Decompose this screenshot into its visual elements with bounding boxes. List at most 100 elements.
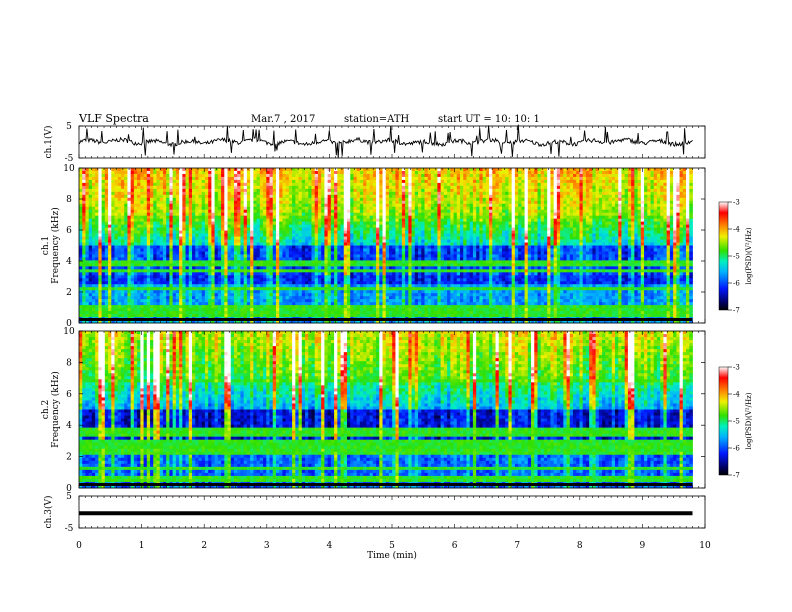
spectrogram-cell bbox=[566, 176, 571, 181]
spectrogram-cell bbox=[114, 224, 119, 229]
spectrogram-cell bbox=[556, 230, 561, 234]
spectrogram-cell bbox=[640, 188, 645, 193]
spectrogram-cell bbox=[305, 239, 309, 243]
spectrogram-cell bbox=[143, 170, 148, 175]
spectrogram-cell bbox=[133, 230, 138, 234]
spectrogram-cell bbox=[476, 206, 480, 211]
spectrogram-cell bbox=[85, 194, 90, 199]
spectrogram-cell bbox=[292, 182, 296, 187]
spectrogram-cell bbox=[456, 221, 461, 226]
spectrogram-cell bbox=[466, 182, 471, 187]
spectrogram-cell bbox=[256, 182, 261, 187]
spectrogram-cell bbox=[482, 221, 487, 226]
spectrogram-cell bbox=[217, 212, 222, 217]
spectrogram-cell bbox=[185, 197, 190, 202]
spectrogram-cell bbox=[150, 191, 154, 196]
spectrogram-cell bbox=[275, 191, 280, 196]
spectrogram-cell bbox=[492, 230, 496, 234]
spectrogram-cell bbox=[343, 194, 348, 199]
spectrogram-cell bbox=[489, 215, 493, 220]
spectrogram-cell bbox=[292, 173, 296, 178]
spectrogram-cell bbox=[272, 224, 277, 229]
spectrogram-cell bbox=[188, 212, 193, 217]
spectrogram-cell bbox=[501, 170, 506, 175]
spectrogram-cell bbox=[150, 179, 154, 184]
spectrogram-cell bbox=[195, 191, 199, 196]
spectrogram-cell bbox=[430, 230, 435, 234]
spectrogram-cell bbox=[514, 212, 519, 217]
spectrogram-cell bbox=[689, 173, 693, 178]
spectrogram-cell bbox=[579, 221, 584, 226]
spectrogram-cell bbox=[424, 188, 429, 193]
spectrogram-cell bbox=[592, 233, 597, 237]
spectrogram-cell bbox=[418, 209, 422, 214]
spectrogram-cell bbox=[582, 218, 587, 223]
spectrogram-cell bbox=[317, 173, 322, 178]
spectrogram-cell bbox=[501, 179, 506, 184]
spectrogram-cell bbox=[595, 200, 600, 205]
spectrogram-cell bbox=[440, 203, 445, 208]
spectrogram-cell bbox=[653, 200, 658, 205]
spectrogram-cell bbox=[363, 182, 367, 187]
spectrogram-cell bbox=[130, 197, 135, 202]
spectrogram-cell bbox=[301, 200, 306, 205]
spectrogram-cell bbox=[114, 203, 119, 208]
spectrogram-cell bbox=[430, 194, 435, 199]
spectrogram-cell bbox=[208, 227, 212, 231]
spectrogram-cell bbox=[563, 179, 567, 184]
spectrogram-cell bbox=[495, 239, 500, 243]
spectrogram-cell bbox=[327, 236, 332, 240]
spectrogram-cell bbox=[663, 212, 668, 217]
spectrogram-cell bbox=[456, 168, 461, 172]
spectrogram-cell bbox=[411, 168, 416, 172]
spectrogram-cell bbox=[624, 239, 629, 243]
spectrogram-cell bbox=[79, 224, 83, 229]
spectrogram-cell bbox=[537, 191, 542, 196]
spectrogram-cell bbox=[540, 194, 545, 199]
spectrogram-cell bbox=[492, 221, 496, 226]
spectrogram-cell bbox=[608, 170, 613, 175]
spectrogram-cell bbox=[573, 176, 577, 181]
spectrogram-cell bbox=[156, 239, 161, 243]
spectrogram-cell bbox=[321, 224, 325, 229]
spectrogram-cell bbox=[527, 221, 532, 226]
spectrogram-cell bbox=[537, 200, 542, 205]
spectrogram-cell bbox=[408, 236, 412, 240]
spectrogram-cell bbox=[85, 224, 90, 229]
spectrogram-cell bbox=[211, 168, 216, 172]
spectrogram-cell bbox=[301, 191, 306, 196]
spectrogram-cell bbox=[317, 203, 322, 208]
spectrogram-cell bbox=[469, 236, 474, 240]
spectrogram-cell bbox=[272, 191, 277, 196]
spectrogram-cell bbox=[188, 221, 193, 226]
spectrogram-cell bbox=[240, 176, 245, 181]
spectrogram-cell bbox=[608, 200, 613, 205]
spectrogram-cell bbox=[437, 200, 442, 205]
spectrogram-cell bbox=[472, 224, 477, 229]
spectrogram-cell bbox=[653, 194, 658, 199]
spectrogram-cell bbox=[443, 191, 448, 196]
spectrogram-cell bbox=[175, 224, 180, 229]
spectrogram-cell bbox=[434, 215, 438, 220]
spectrogram-cell bbox=[460, 182, 464, 187]
spectrogram-cell bbox=[324, 200, 329, 205]
spectrogram-cell bbox=[492, 212, 496, 217]
spectrogram-cell bbox=[217, 170, 222, 175]
spectrogram-cell bbox=[663, 182, 668, 187]
spectrogram-cell bbox=[550, 179, 555, 184]
spectrogram-cell bbox=[498, 185, 503, 190]
spectrogram-cell bbox=[91, 221, 96, 226]
spectrogram-cell bbox=[250, 206, 254, 211]
spectrogram-cell bbox=[311, 218, 316, 223]
spectrogram-cell bbox=[673, 191, 677, 196]
spectrogram-cell bbox=[343, 221, 348, 226]
spectrogram-cell bbox=[343, 227, 348, 231]
spectrogram-cell bbox=[204, 203, 209, 208]
spectrogram-cell bbox=[340, 227, 345, 231]
spectrogram-cell bbox=[288, 233, 293, 237]
spectrogram-cell bbox=[330, 197, 335, 202]
spectrogram-cell bbox=[414, 194, 419, 199]
spectrogram-cell bbox=[146, 230, 151, 234]
spectrogram-cell bbox=[292, 233, 296, 237]
spectrogram-cell bbox=[660, 236, 664, 240]
